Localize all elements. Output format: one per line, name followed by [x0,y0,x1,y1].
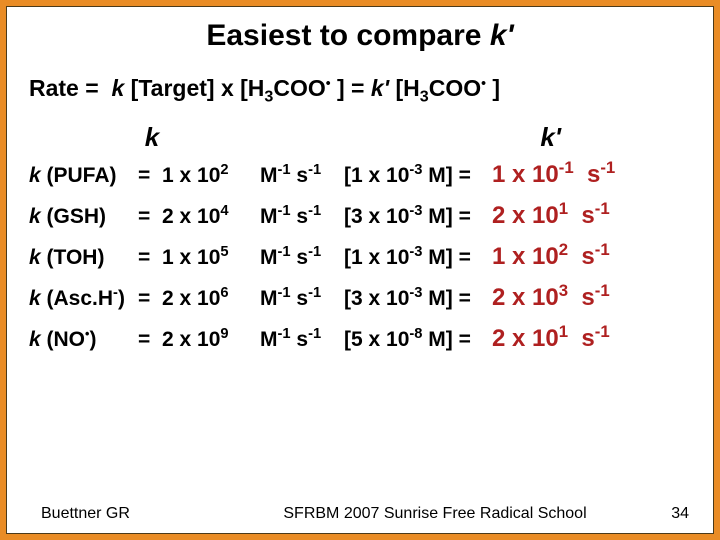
footer: Buettner GR SFRBM 2007 Sunrise Free Radi… [7,505,713,523]
kprime-value: 1 x 102 s-1 [492,243,691,271]
row-label: k (GSH) [29,205,138,229]
footer-meeting: SFRBM 2007 Sunrise Free Radical School [241,505,629,523]
kprime-value: 2 x 101 s-1 [492,325,691,353]
concentration: [5 x 10-8 M] = [344,328,492,352]
concentration: [3 x 10-3 M] = [344,205,492,229]
concentration: [1 x 10-3 M] = [344,164,492,188]
header-k: k [29,122,235,153]
rate-row: k (GSH)=2 x 104M-1 s-1[3 x 10-3 M] =2 x … [29,202,691,230]
footer-page: 34 [629,505,689,523]
k-value: 2 x 106 [162,287,260,311]
column-headers: k k' [29,122,691,153]
k-value: 2 x 104 [162,205,260,229]
row-label: k (NO•) [29,328,138,352]
rate-rows: k (PUFA)=1 x 102M-1 s-1[1 x 10-3 M] =1 x… [29,161,691,353]
k-units: M-1 s-1 [260,164,344,188]
kprime-value: 2 x 103 s-1 [492,284,691,312]
equals: = [138,205,162,229]
k-units: M-1 s-1 [260,246,344,270]
rate-row: k (NO•)=2 x 109M-1 s-1[5 x 10-8 M] =2 x … [29,325,691,353]
row-label: k (Asc.H-) [29,287,138,311]
k-units: M-1 s-1 [260,328,344,352]
k-value: 1 x 102 [162,164,260,188]
kprime-value: 1 x 10-1 s-1 [492,161,691,189]
k-value: 1 x 105 [162,246,260,270]
row-label: k (TOH) [29,246,138,270]
rate-equation: Rate = k [Target] x [H3COO• ] = k' [H3CO… [29,75,691,102]
rate-row: k (PUFA)=1 x 102M-1 s-1[1 x 10-3 M] =1 x… [29,161,691,189]
title-text: Easiest to compare [206,19,489,52]
k-units: M-1 s-1 [260,205,344,229]
title-kprime: k' [490,19,514,52]
header-kprime: k' [235,122,691,153]
rate-row: k (Asc.H-)=2 x 106M-1 s-1[3 x 10-3 M] =2… [29,284,691,312]
footer-author: Buettner GR [41,505,241,523]
slide: Easiest to compare k' Rate = k [Target] … [6,6,714,534]
k-value: 2 x 109 [162,328,260,352]
slide-title: Easiest to compare k' [29,19,691,53]
concentration: [1 x 10-3 M] = [344,246,492,270]
equals: = [138,328,162,352]
k-units: M-1 s-1 [260,287,344,311]
equals: = [138,287,162,311]
equals: = [138,164,162,188]
equals: = [138,246,162,270]
rate-row: k (TOH)=1 x 105M-1 s-1[1 x 10-3 M] =1 x … [29,243,691,271]
row-label: k (PUFA) [29,164,138,188]
concentration: [3 x 10-3 M] = [344,287,492,311]
kprime-value: 2 x 101 s-1 [492,202,691,230]
